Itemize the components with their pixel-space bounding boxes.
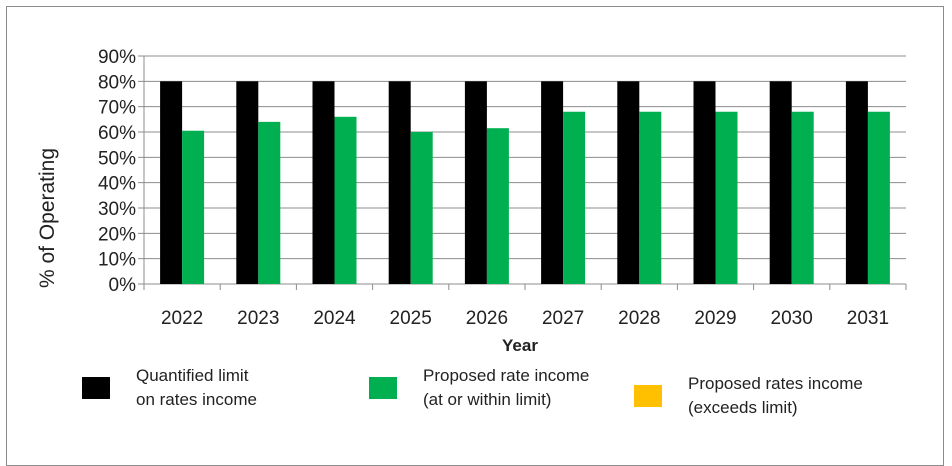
x-tick-label: 2030: [771, 308, 813, 329]
x-tick-label: 2028: [618, 308, 660, 329]
bar-proposed-rate-income-at-or-within-limit-2030: [791, 111, 814, 284]
bar-proposed-rate-income-at-or-within-limit-2028: [639, 111, 662, 284]
y-tick-label: 80%: [98, 72, 136, 93]
bar-proposed-rate-income-at-or-within-limit-2023: [258, 121, 281, 284]
bar-chart: 0%10%20%30%40%50%60%70%80%90% 2022 2023 20…: [36, 47, 907, 355]
x-tick-label: 2027: [542, 308, 584, 329]
y-tick-label: 40%: [98, 174, 136, 195]
bar-proposed-rate-income-at-or-within-limit-2027: [563, 111, 586, 284]
x-tick-label: 2026: [466, 308, 508, 329]
y-tick-label: 0%: [109, 275, 137, 296]
bar-proposed-rate-income-at-or-within-limit-2031: [867, 111, 890, 284]
legend-swatch-within: [369, 377, 397, 399]
x-axis-label: Year: [502, 336, 538, 355]
x-tick-label: 2031: [847, 308, 889, 329]
y-tick-label: 30%: [98, 199, 136, 220]
bar-quantified-limit-on-rates-income-2030: [769, 81, 792, 284]
bar-quantified-limit-on-rates-income-2031: [845, 81, 868, 284]
bar-quantified-limit-on-rates-income-2029: [693, 81, 716, 284]
bar-quantified-limit-on-rates-income-2024: [312, 81, 335, 284]
bar-proposed-rate-income-at-or-within-limit-2029: [715, 111, 738, 284]
bar-quantified-limit-on-rates-income-2026: [464, 81, 487, 284]
legend-item-limit: Quantified limit on rates income: [82, 364, 257, 412]
bar-quantified-limit-on-rates-income-2025: [388, 81, 411, 284]
y-tick-label: 90%: [98, 47, 136, 68]
bar-proposed-rate-income-at-or-within-limit-2022: [182, 130, 205, 284]
legend-label-limit: Quantified limit on rates income: [136, 366, 257, 409]
bar-quantified-limit-on-rates-income-2028: [617, 81, 640, 284]
bar-quantified-limit-on-rates-income-2022: [160, 81, 183, 284]
x-tick-label: 2025: [390, 308, 432, 329]
y-tick-label: 50%: [98, 148, 136, 169]
bar-proposed-rate-income-at-or-within-limit-2026: [486, 128, 509, 284]
legend-label-exceeds: Proposed rates income (exceeds limit): [688, 374, 863, 417]
legend-swatch-exceeds: [634, 385, 662, 407]
bar-proposed-rate-income-at-or-within-limit-2025: [410, 132, 433, 284]
x-tick-label: 2029: [694, 308, 736, 329]
x-tick-label: 2023: [237, 308, 279, 329]
bar-quantified-limit-on-rates-income-2027: [541, 81, 564, 284]
x-tick-labels: 2022 2023 2024 2025 2026 2027 2028 2029 2030 2031: [161, 308, 889, 329]
y-tick-labels: 0% 10% 20% 30% 40% 50% 60% 70% 80% 90%: [98, 47, 136, 296]
x-tick-label: 2024: [313, 308, 356, 329]
y-tick-label: 60%: [98, 123, 136, 144]
x-tick-label: 2022: [161, 308, 203, 329]
bar-quantified-limit-on-rates-income-2023: [236, 81, 259, 284]
y-tick-label: 10%: [98, 250, 136, 271]
bar-proposed-rate-income-at-or-within-limit-2024: [334, 116, 357, 284]
y-tick-label: 20%: [98, 224, 136, 245]
legend-item-within: Proposed rate income (at or within limit…: [369, 364, 589, 412]
legend-swatch-limit: [82, 377, 110, 399]
y-tick-label: 70%: [98, 98, 136, 119]
bars: [160, 81, 890, 284]
y-axis-label: % of Operating: [36, 148, 59, 288]
legend-label-within: Proposed rate income (at or within limit…: [423, 366, 590, 409]
legend-item-exceeds: Proposed rates income (exceeds limit): [634, 372, 863, 420]
